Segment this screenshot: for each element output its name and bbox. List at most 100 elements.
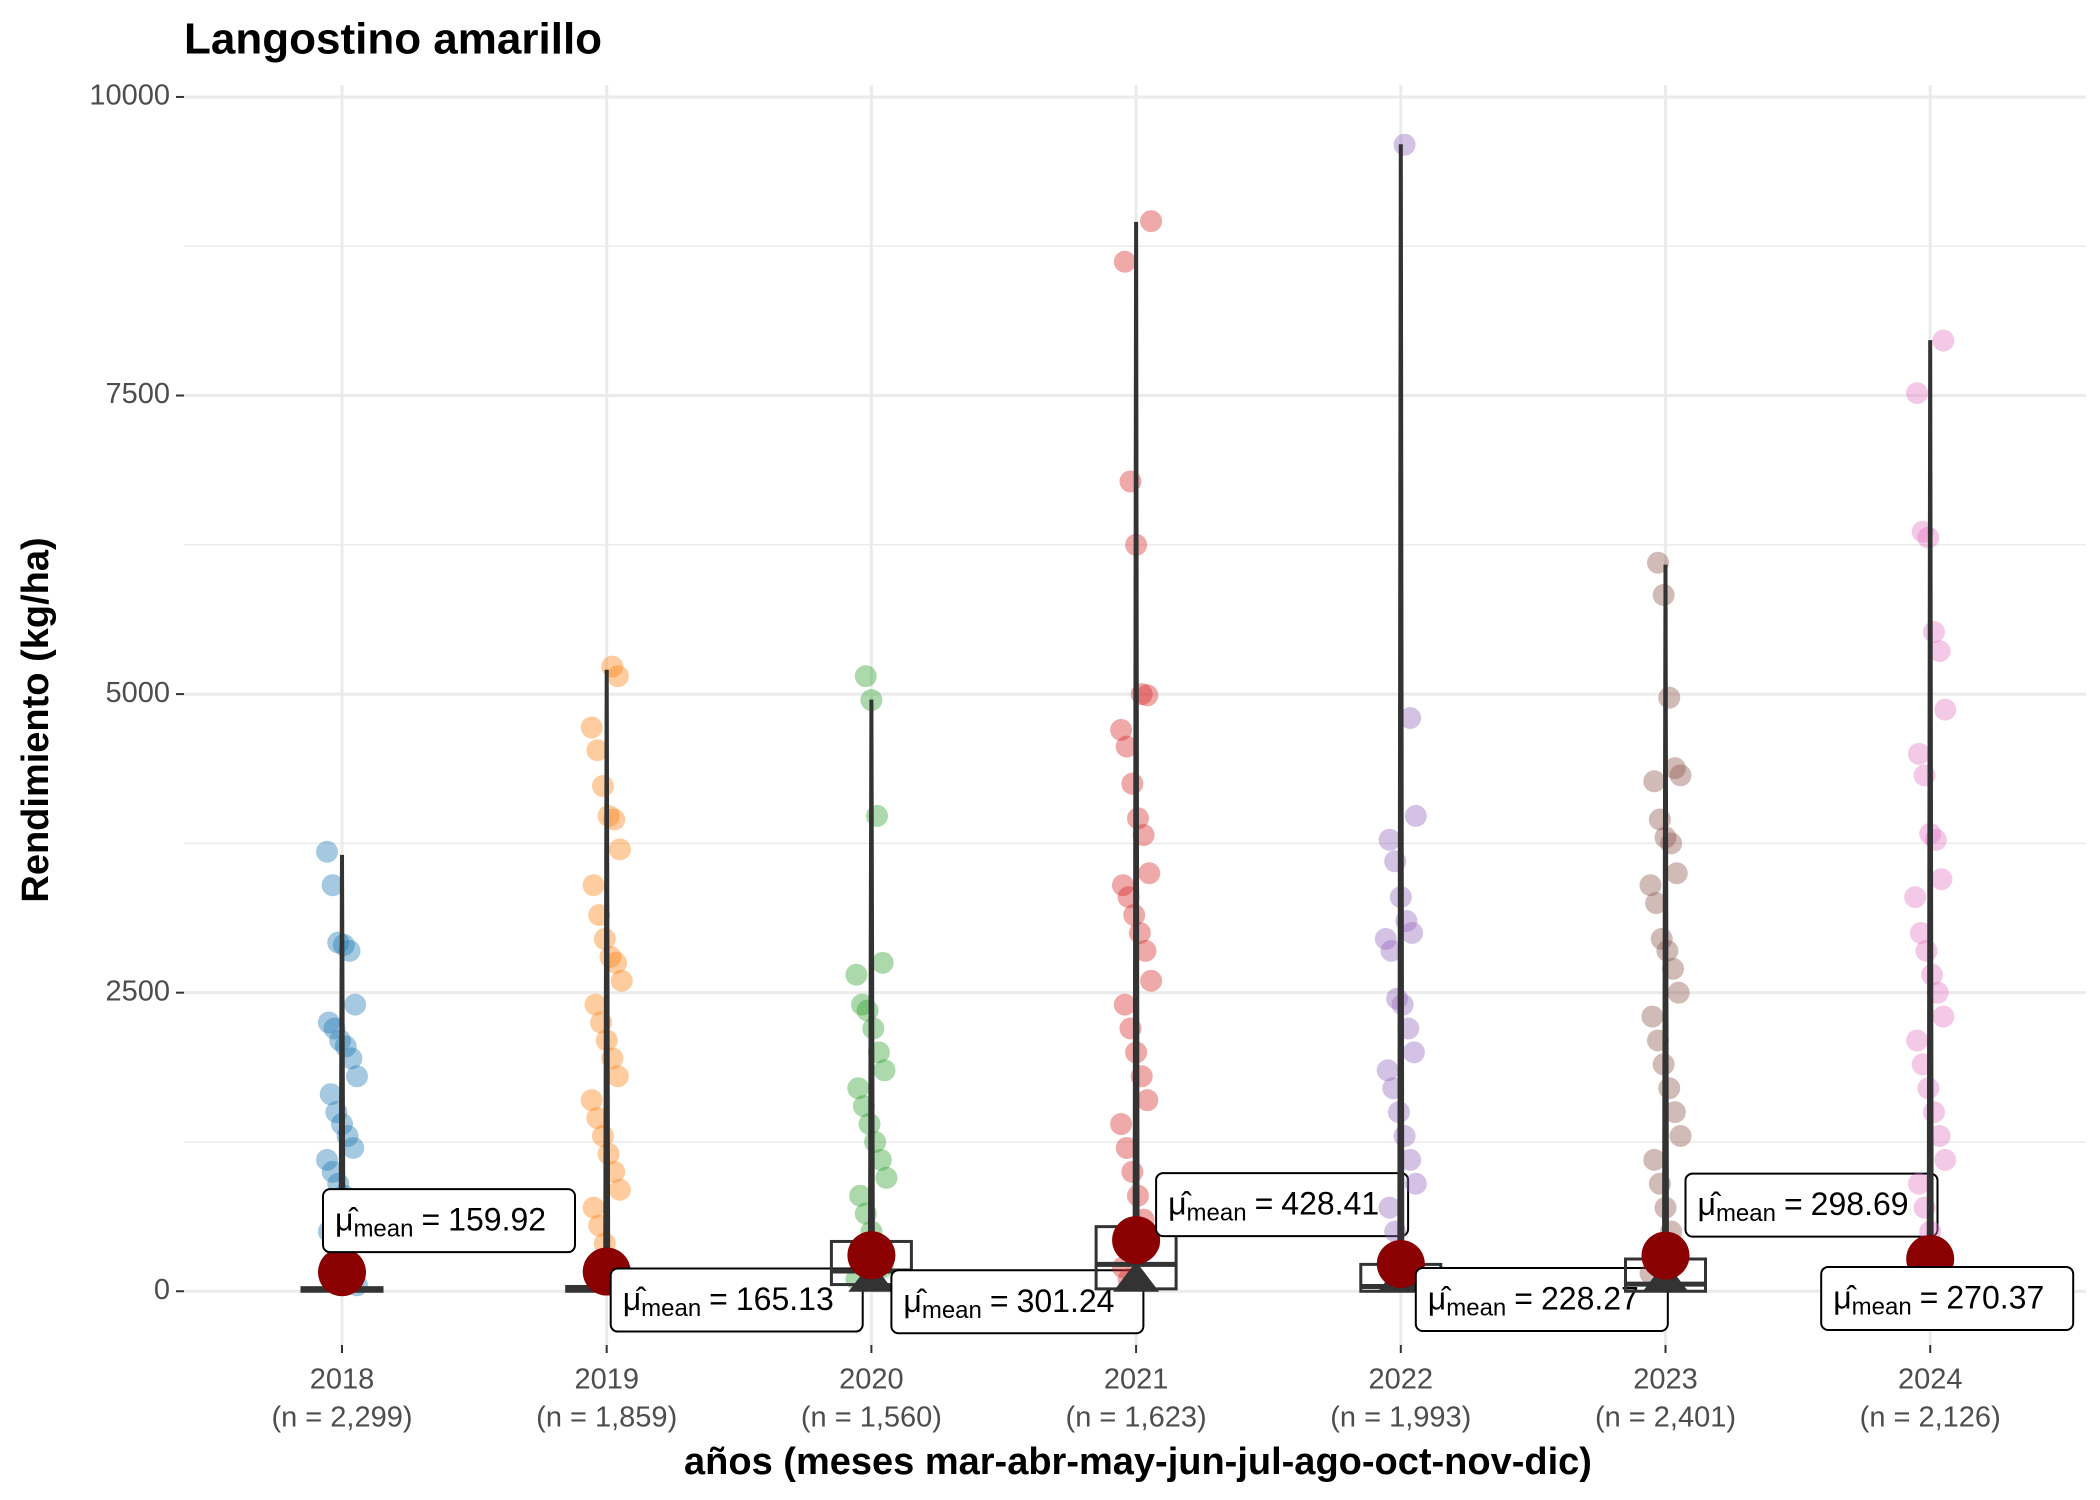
x-tick-label: 2019 [574,1364,639,1396]
x-tick-n-label: (n = 2,401) [1595,1402,1736,1434]
jitter-point [1930,868,1953,891]
jitter-point [586,1107,609,1130]
jitter-point [608,1178,631,1201]
jitter-point [580,716,603,739]
jitter-point [1401,921,1424,944]
jitter-point [1934,1148,1957,1171]
mean-point [318,1248,366,1297]
jitter-point [1934,698,1957,721]
mean-equals: = [709,1281,728,1317]
x-tick-label: 2018 [310,1364,375,1396]
jitter-point [342,1136,365,1159]
jitter-point [580,1089,603,1112]
jitter-point [1667,981,1690,1004]
y-tick-label: 0 [154,1274,170,1306]
mean-label: μ̂mean = 165.13 [623,1281,834,1322]
jitter-point [1113,250,1136,273]
mean-subscript: mean [353,1216,413,1243]
jitter-point [875,1166,898,1189]
jitter-point [582,874,605,897]
jitter-point [1915,939,1938,962]
jitter-point [1665,862,1688,885]
mean-equals: = [1255,1186,1274,1222]
jitter-point [1134,939,1157,962]
x-tick-label: 2023 [1633,1364,1698,1396]
mean-equals: = [1514,1281,1533,1317]
mean-equals: = [421,1202,440,1238]
jitter-point [1404,1172,1427,1195]
jitter-point [851,993,874,1016]
mean-subscript: mean [1446,1295,1506,1322]
mean-subscript: mean [641,1295,701,1322]
jitter-point [1928,640,1951,663]
jitter-point [854,665,877,688]
mean-label-box [1155,1172,1410,1238]
jitter-point [1907,1172,1930,1195]
mean-value: 298.69 [1811,1187,1909,1223]
jitter-point [319,1083,342,1106]
mean-label-box [890,1269,1145,1335]
jitter-point [1378,1196,1401,1219]
jitter-point [1641,1005,1664,1028]
jitter-point [1376,1059,1399,1082]
jitter-point [610,969,633,992]
jitter-point [1378,828,1401,851]
mean-label: μ̂mean = 428.41 [1168,1186,1379,1227]
x-tick-label: 2021 [1104,1364,1169,1396]
jitter-point [584,993,607,1016]
jitter-point [1922,1101,1945,1124]
jitter-point [1399,706,1422,729]
x-axis-title: años (meses mar-abr-may-jun-jul-ago-oct-… [684,1441,1592,1483]
jitter-point [1928,1124,1951,1147]
jitter-point [1658,686,1681,709]
jitter-point [1393,133,1416,156]
jitter-point [1906,1029,1929,1052]
mean-point [847,1231,896,1280]
mean-label-box [322,1188,576,1254]
jitter-point [591,775,614,798]
y-tick-label: 5000 [105,677,170,709]
mean-point [1641,1231,1690,1280]
jitter-point [1399,1148,1422,1171]
jitter-point [606,665,629,688]
mean-label: μ̂mean = 159.92 [335,1202,546,1243]
jitter-point [1110,718,1133,741]
x-tick-n-label: (n = 2,299) [271,1402,412,1434]
jitter-point [1115,1136,1138,1159]
jitter-point [606,1065,629,1088]
jitter-point [1932,329,1955,352]
mean-label-box [1820,1265,2075,1331]
jitter-point [1907,742,1930,765]
jitter-point [1136,684,1159,707]
jitter-point [586,739,609,762]
jitter-point [1645,892,1668,915]
jitter-point [608,838,631,861]
jitter-point [873,1059,896,1082]
jitter-point [845,963,868,986]
jitter-point [605,951,628,974]
jitter-point [1111,874,1134,897]
jitter-point [316,1148,338,1171]
jitter-point [869,1148,892,1171]
y-tick-label: 10000 [89,80,170,112]
jitter-point [340,1047,363,1070]
mean-value: 270.37 [1946,1280,2044,1316]
jitter-point [1643,770,1666,793]
jitter-point [849,1184,872,1207]
mean-subscript: mean [1852,1294,1912,1321]
mean-equals: = [1784,1187,1803,1223]
mean-label-box [609,1267,864,1333]
jitter-point [1113,993,1136,1016]
jitter-point [1663,1101,1686,1124]
jitter-point [1906,382,1929,405]
mean-label: μ̂mean = 298.69 [1698,1187,1909,1228]
jitter-point [1140,210,1163,233]
mean-value: 159.92 [448,1202,546,1238]
jitter-point [1110,1113,1133,1136]
mean-subscript: mean [1716,1200,1776,1227]
jitter-point [321,1160,344,1183]
jitter-point [1374,927,1397,950]
y-tick-label: 7500 [105,378,170,410]
mean-subscript: mean [1187,1200,1247,1227]
